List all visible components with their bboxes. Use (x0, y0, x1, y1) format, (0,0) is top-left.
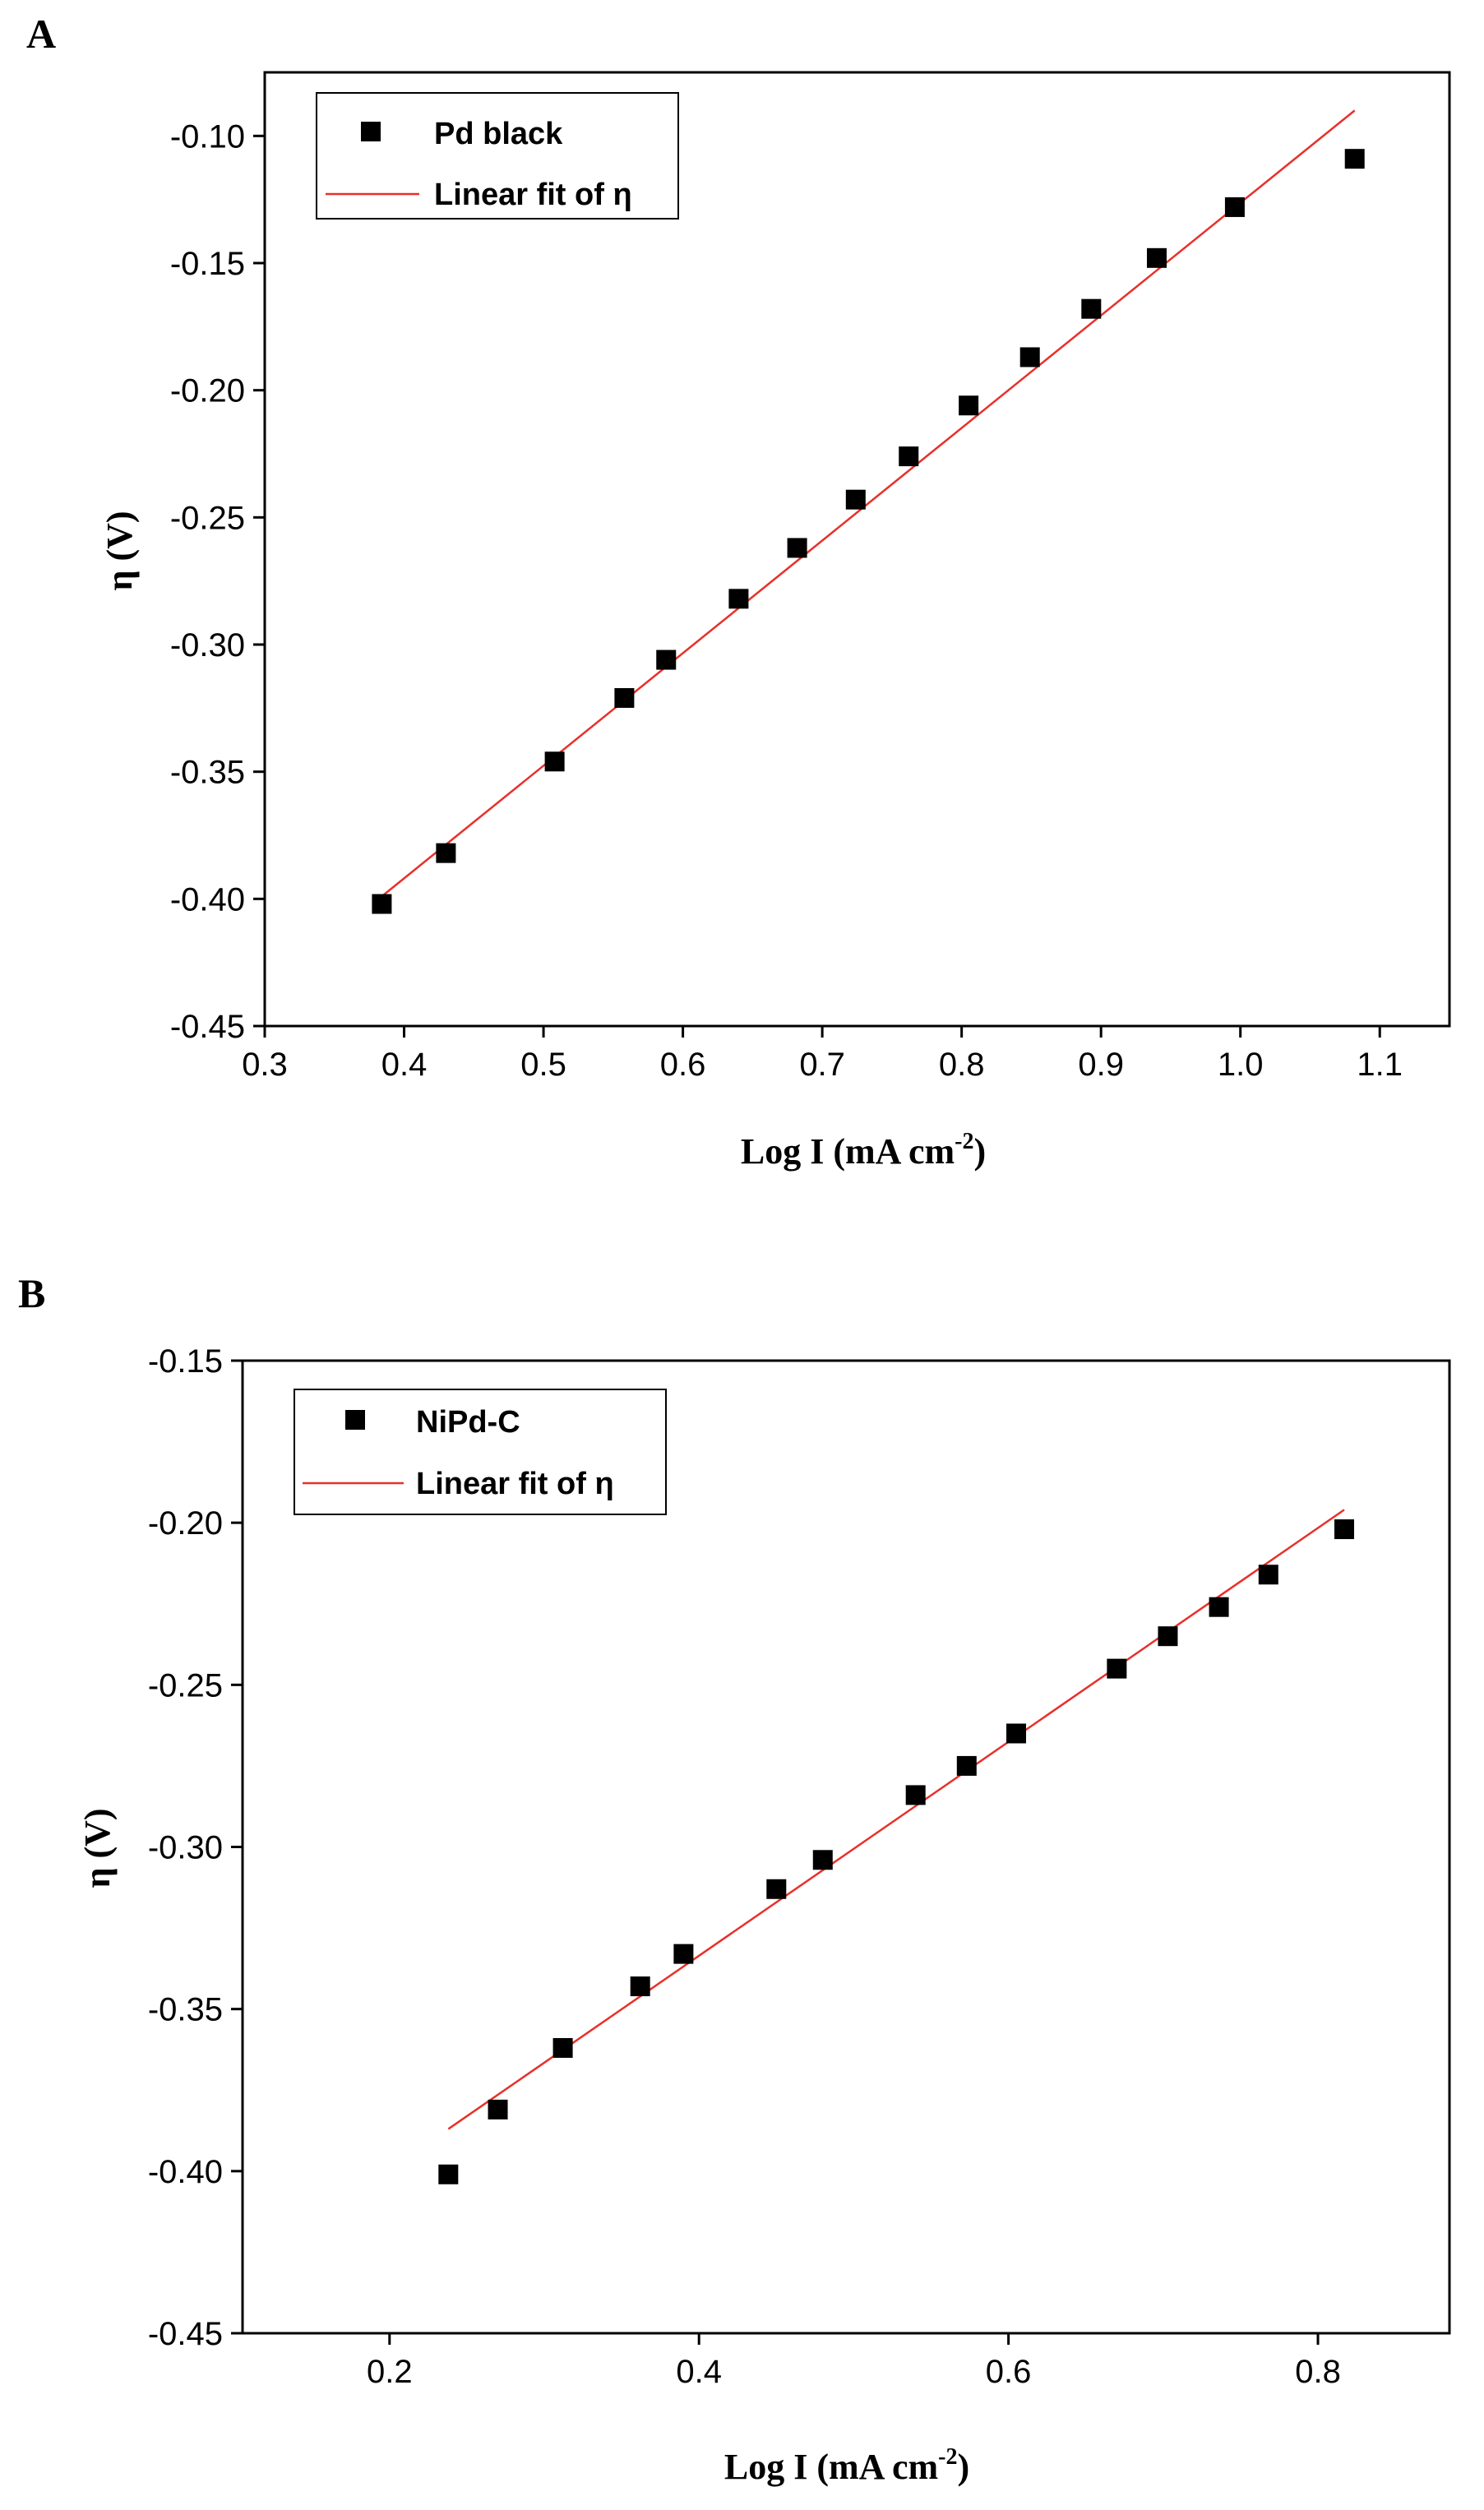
x-axis-title-b: Log I (mA cm-2) (724, 2444, 969, 2487)
x-tick-label-a-0p3: 0.3 (242, 1047, 288, 1083)
y-tick-label-b-m0p25: -0.25 (148, 1667, 223, 1703)
legend-label-fit-a: Linear fit of η (434, 178, 632, 212)
legend-label-pd-black: Pd black (434, 117, 563, 151)
data-point-b-13 (1209, 1597, 1229, 1617)
legend-box-a (316, 92, 679, 220)
data-point-a-1 (372, 894, 392, 914)
data-point-a-4 (614, 687, 635, 708)
panel-letter-a: A (26, 11, 56, 57)
data-point-a-7 (787, 538, 807, 558)
y-tick-label-a-m0p40: -0.40 (170, 881, 245, 918)
data-point-a-8 (845, 489, 866, 510)
data-point-a-14 (1224, 196, 1245, 217)
y-tick-label-a-m0p30: -0.30 (170, 627, 245, 663)
data-point-a-10 (959, 395, 979, 416)
y-tick-label-a-m0p10: -0.10 (170, 118, 245, 155)
data-point-a-2 (436, 843, 456, 863)
data-point-b-2 (488, 2099, 508, 2119)
x-tick-label-a-0p7: 0.7 (799, 1047, 845, 1083)
y-axis-title-a: η (V) (99, 511, 140, 590)
y-tick-label-a-m0p15: -0.15 (170, 246, 245, 282)
data-point-b-9 (956, 1755, 977, 1776)
data-point-a-13 (1146, 247, 1167, 268)
y-tick-label-a-m0p25: -0.25 (170, 500, 245, 536)
y-tick-label-b-m0p40: -0.40 (148, 2154, 223, 2190)
data-point-b-6 (766, 1879, 787, 1899)
data-point-a-15 (1344, 149, 1365, 169)
x-tick-label-b-0p6: 0.6 (986, 2354, 1032, 2390)
data-point-a-5 (656, 649, 677, 670)
plot-frame-a (263, 71, 1451, 1028)
y-tick-label-b-m0p30: -0.30 (148, 1830, 223, 1866)
x-tick-label-a-0p8: 0.8 (939, 1047, 985, 1083)
y-tick-label-b-m0p35: -0.35 (148, 1992, 223, 2028)
data-point-b-7 (812, 1850, 833, 1870)
data-point-b-8 (905, 1785, 926, 1805)
data-point-b-3 (552, 2037, 573, 2058)
data-point-b-5 (673, 1944, 694, 1964)
panel-letter-b: B (18, 1270, 45, 1316)
x-axis-title-a: Log I (mA cm-2) (741, 1129, 986, 1172)
data-point-a-11 (1019, 347, 1040, 367)
x-tick-label-a-1p0: 1.0 (1218, 1047, 1264, 1083)
data-point-b-10 (1006, 1723, 1027, 1744)
legend-marker-nipd-c (345, 1410, 365, 1430)
data-point-b-4 (630, 1976, 650, 1997)
data-point-a-3 (544, 751, 565, 772)
x-tick-label-a-0p6: 0.6 (660, 1047, 706, 1083)
data-point-a-12 (1081, 298, 1102, 319)
legend-label-fit-b: Linear fit of η (416, 1467, 614, 1501)
chart-panel-b: B 0.2 0.4 0.6 0.8 -0.45 -0.40 -0.35 -0.30 -0.25 -… (18, 1270, 1451, 2487)
y-axis-title-b: η (V) (77, 1808, 118, 1888)
data-point-a-9 (899, 446, 919, 467)
chart-panel-a: A 0.3 0.4 0.5 0.6 0.7 0.8 0.9 1.0 1.1 -0.45 -0.40 -… (26, 11, 1451, 1172)
data-point-a-6 (728, 589, 749, 609)
fit-line-b (447, 1509, 1345, 2130)
legend-marker-pd-black (361, 122, 381, 141)
y-tick-label-b-m0p15: -0.15 (148, 1343, 223, 1380)
x-tick-label-b-0p2: 0.2 (367, 2354, 413, 2390)
y-tick-label-a-m0p35: -0.35 (170, 755, 245, 791)
y-tick-label-b-m0p20: -0.20 (148, 1505, 223, 1542)
legend-a: Pd black Linear fit of η (316, 92, 679, 220)
x-tick-label-b-0p8: 0.8 (1295, 2354, 1341, 2390)
y-tick-label-a-m0p20: -0.20 (170, 373, 245, 409)
x-tick-label-a-0p4: 0.4 (381, 1047, 428, 1083)
data-point-b-12 (1158, 1626, 1178, 1647)
fit-line-a (381, 109, 1356, 898)
legend-label-nipd-c: NiPd-C (416, 1405, 520, 1440)
x-tick-label-a-0p5: 0.5 (520, 1047, 566, 1083)
data-point-b-11 (1107, 1658, 1127, 1679)
data-point-b-1 (438, 2164, 459, 2184)
legend-b: NiPd-C Linear fit of η (294, 1389, 667, 1515)
x-tick-label-b-0p4: 0.4 (676, 2354, 722, 2390)
x-tick-label-a-1p1: 1.1 (1357, 1047, 1403, 1083)
y-tick-label-a-m0p45: -0.45 (170, 1009, 245, 1045)
data-point-b-15 (1334, 1519, 1355, 1540)
x-tick-label-a-0p9: 0.9 (1078, 1047, 1124, 1083)
data-point-b-14 (1258, 1565, 1278, 1585)
y-tick-label-b-m0p45: -0.45 (148, 2316, 223, 2352)
